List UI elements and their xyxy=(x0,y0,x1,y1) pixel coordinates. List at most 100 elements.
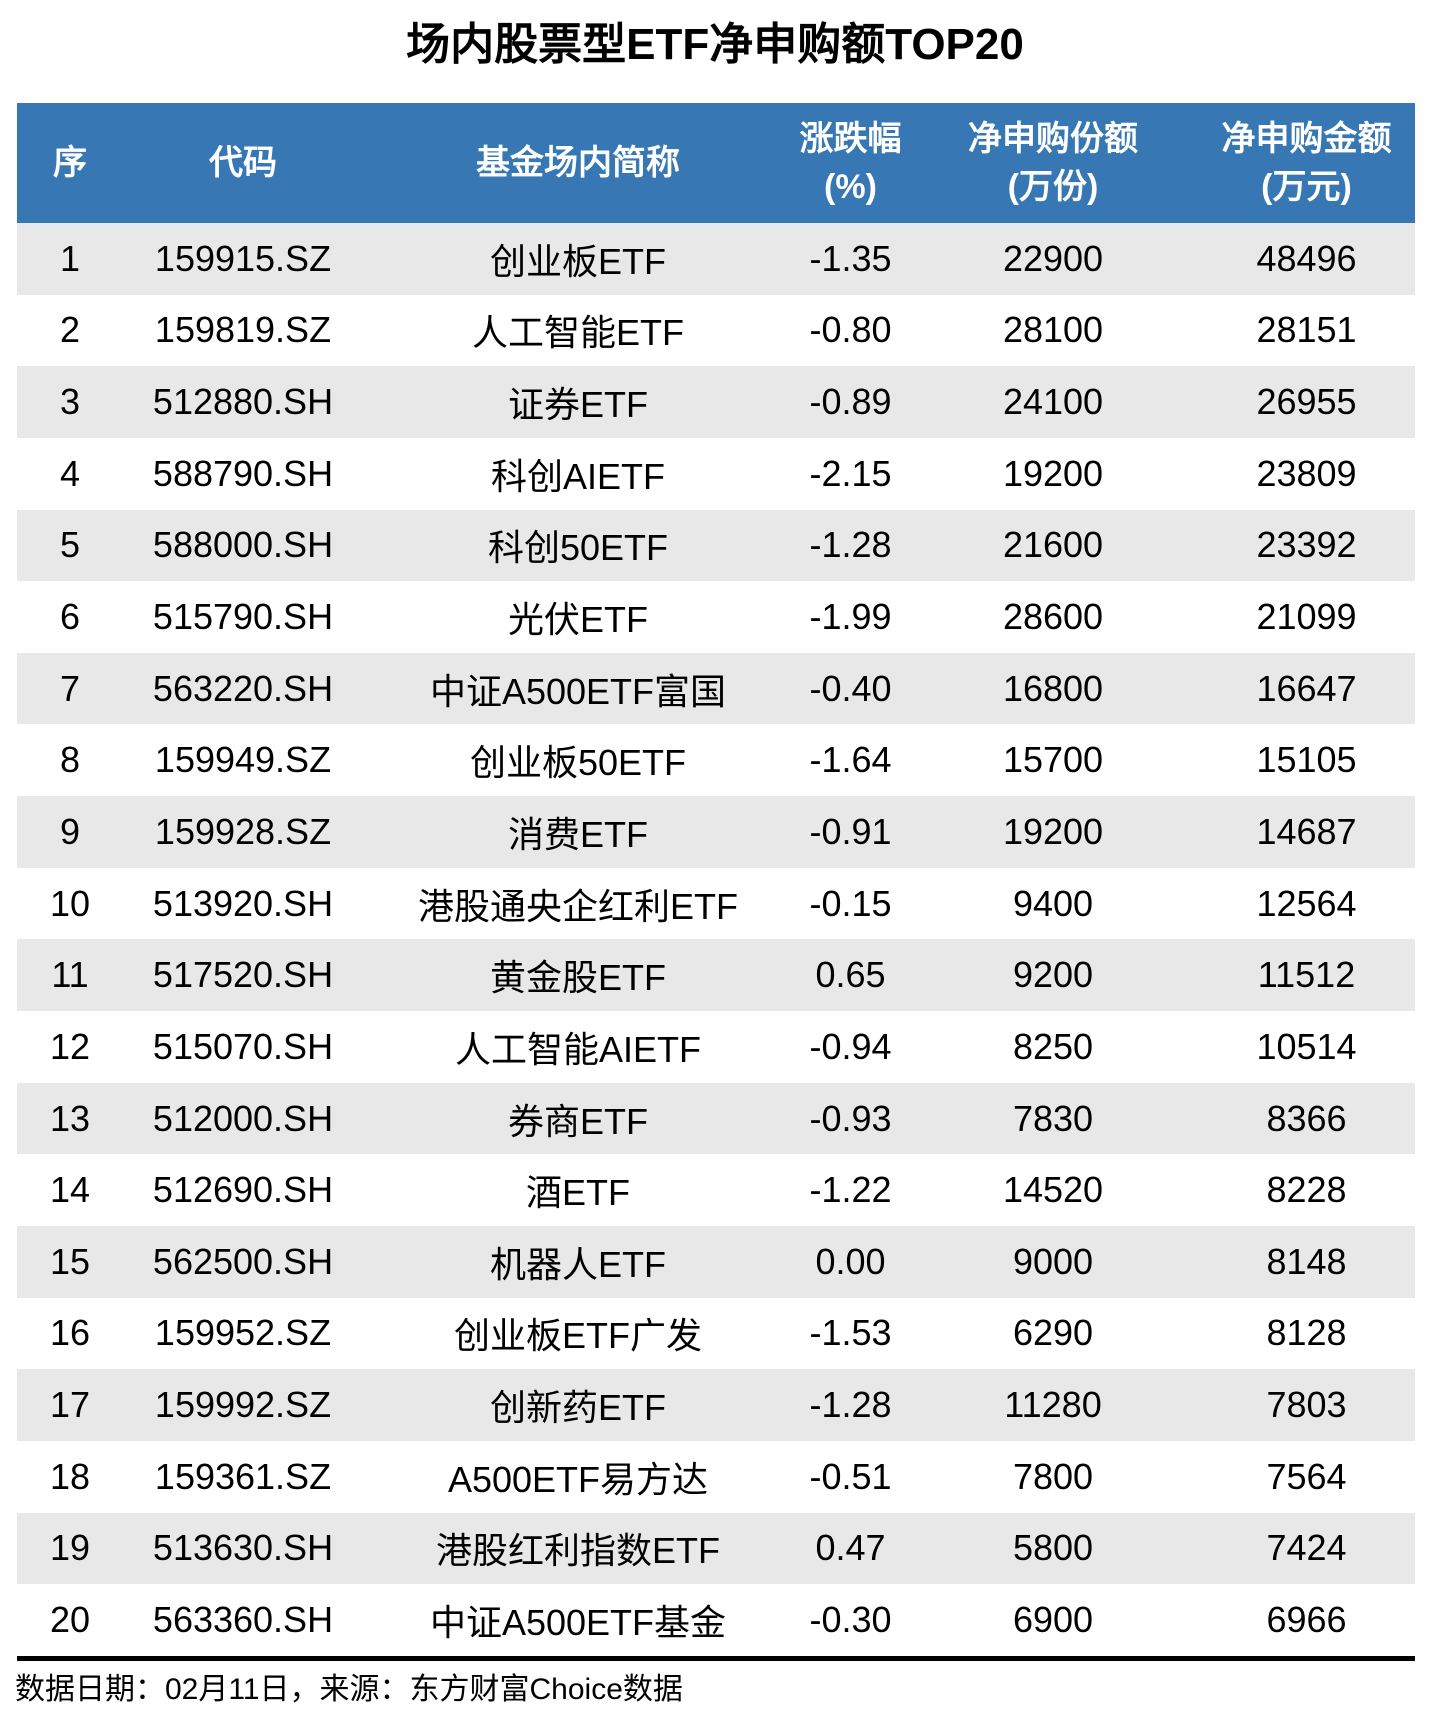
cell-name: 机器人ETF xyxy=(490,1243,666,1285)
cell-rank: 16 xyxy=(49,1312,91,1354)
cell-rank: 13 xyxy=(49,1097,91,1139)
column-header-change: 涨跌幅 (%) xyxy=(793,103,908,223)
table-row: 8 159949.SZ 创业板50ETF -1.64 15700 15105 xyxy=(17,724,1415,797)
cell-amount: 15105 xyxy=(1256,739,1357,781)
cell-rank: 5 xyxy=(59,524,81,566)
table-row: 14 512690.SH 酒ETF -1.22 14520 8228 xyxy=(17,1154,1415,1226)
cell-shares: 14520 xyxy=(1002,1169,1104,1211)
table-row: 6 515790.SH 光伏ETF -1.99 28600 21099 xyxy=(17,581,1415,653)
cell-code: 512690.SH xyxy=(152,1169,334,1211)
cell-change: -0.89 xyxy=(809,381,892,423)
cell-shares: 15700 xyxy=(1002,739,1104,781)
page-title: 场内股票型ETF净申购额TOP20 xyxy=(406,20,1024,69)
cell-code: 159949.SZ xyxy=(154,739,332,781)
table-row: 3 512880.SH 证券ETF -0.89 24100 26955 xyxy=(17,366,1415,438)
cell-rank: 1 xyxy=(59,237,81,279)
table-row: 16 159952.SZ 创业板ETF广发 -1.53 6290 8128 xyxy=(17,1297,1415,1370)
cell-name: 创业板ETF广发 xyxy=(454,1315,702,1357)
cell-amount: 48496 xyxy=(1256,237,1357,279)
cell-name: 黄金股ETF xyxy=(490,957,666,999)
cell-code: 563220.SH xyxy=(152,667,334,709)
cell-code: 588000.SH xyxy=(152,524,334,566)
cell-amount: 11512 xyxy=(1257,954,1356,996)
cell-name: 科创50ETF xyxy=(487,527,669,569)
cell-amount: 7564 xyxy=(1266,1455,1347,1497)
data-source-note: 数据日期：02月11日，来源：东方财富Choice数据 xyxy=(15,1673,683,1706)
cell-change: -1.35 xyxy=(809,237,892,279)
cell-code: 515790.SH xyxy=(152,596,334,638)
table-row: 7 563220.SH 中证A500ETF富国 -0.40 16800 16647 xyxy=(17,652,1415,725)
cell-amount: 16647 xyxy=(1256,667,1357,709)
cell-amount: 8148 xyxy=(1266,1240,1347,1282)
cell-change: -0.51 xyxy=(809,1455,892,1497)
cell-code: 159915.SZ xyxy=(154,237,332,279)
cell-name: 港股通央企红利ETF xyxy=(418,885,738,927)
cell-name: 中证A500ETF富国 xyxy=(429,670,727,712)
cell-change: -1.64 xyxy=(809,739,892,781)
cell-change: -2.15 xyxy=(809,452,892,494)
column-header-label: 代码 xyxy=(209,144,277,182)
cell-amount: 10514 xyxy=(1256,1025,1357,1067)
cell-code: 159361.SZ xyxy=(154,1455,332,1497)
cell-rank: 12 xyxy=(49,1025,91,1067)
cell-change: -0.40 xyxy=(809,667,892,709)
cell-shares: 11280 xyxy=(1004,1384,1102,1426)
cell-code: 512880.SH xyxy=(152,381,334,423)
cell-code: 159819.SZ xyxy=(154,309,332,351)
cell-amount: 8128 xyxy=(1266,1312,1347,1354)
cell-rank: 3 xyxy=(59,381,81,423)
cell-change: -0.80 xyxy=(809,309,892,351)
cell-shares: 7800 xyxy=(1012,1455,1094,1497)
column-header-unit: (万元) xyxy=(1261,168,1352,206)
cell-rank: 7 xyxy=(59,667,81,709)
table-row: 2 159819.SZ 人工智能ETF -0.80 28100 28151 xyxy=(17,294,1415,367)
column-header-shares: 净申购份额 (万份) xyxy=(908,103,1198,223)
cell-name: 港股红利指数ETF xyxy=(436,1530,720,1572)
cell-code: 588790.SH xyxy=(152,452,334,494)
cell-shares: 22900 xyxy=(1002,237,1104,279)
table-row: 13 512000.SH 券商ETF -0.93 7830 8366 xyxy=(17,1082,1415,1155)
cell-shares: 5800 xyxy=(1012,1527,1094,1569)
cell-shares: 9200 xyxy=(1012,954,1094,996)
column-header-unit: (%) xyxy=(824,168,877,206)
cell-rank: 11 xyxy=(51,954,89,996)
cell-change: -1.28 xyxy=(809,524,892,566)
cell-code: 562500.SH xyxy=(152,1240,334,1282)
cell-change: -1.22 xyxy=(809,1169,892,1211)
cell-shares: 9400 xyxy=(1012,882,1094,924)
column-header-name: 基金场内简称 xyxy=(363,103,793,223)
cell-rank: 14 xyxy=(49,1169,91,1211)
table-row: 4 588790.SH 科创AIETF -2.15 19200 23809 xyxy=(17,437,1415,510)
cell-rank: 18 xyxy=(49,1455,91,1497)
cell-rank: 17 xyxy=(49,1384,91,1426)
cell-rank: 6 xyxy=(59,596,81,638)
cell-code: 512000.SH xyxy=(152,1097,334,1139)
cell-shares: 28600 xyxy=(1002,596,1104,638)
cell-change: -1.28 xyxy=(809,1384,892,1426)
cell-name: 证券ETF xyxy=(508,384,648,426)
table-row: 18 159361.SZ A500ETF易方达 -0.51 7800 7564 xyxy=(17,1440,1415,1513)
cell-change: -0.93 xyxy=(809,1097,892,1139)
cell-change: 0.65 xyxy=(815,954,886,996)
cell-rank: 4 xyxy=(59,452,81,494)
cell-change: -0.15 xyxy=(809,882,892,924)
cell-name: 酒ETF xyxy=(526,1172,630,1214)
cell-shares: 6900 xyxy=(1012,1598,1094,1640)
cell-name: 券商ETF xyxy=(508,1100,648,1142)
cell-amount: 7803 xyxy=(1266,1384,1347,1426)
cell-shares: 19200 xyxy=(1002,452,1104,494)
table-row: 15 562500.SH 机器人ETF 0.00 9000 8148 xyxy=(17,1225,1415,1298)
cell-name: 人工智能AIETF xyxy=(454,1028,701,1070)
cell-amount: 8366 xyxy=(1266,1097,1347,1139)
table-row: 17 159992.SZ 创新药ETF -1.28 11280 7803 xyxy=(17,1369,1415,1441)
cell-code: 517520.SH xyxy=(152,954,334,996)
cell-code: 513920.SH xyxy=(152,882,334,924)
cell-rank: 15 xyxy=(49,1240,91,1282)
table-row: 11 517520.SH 黄金股ETF 0.65 9200 11512 xyxy=(17,939,1415,1012)
cell-code: 515070.SH xyxy=(152,1025,334,1067)
cell-shares: 24100 xyxy=(1002,381,1104,423)
cell-shares: 28100 xyxy=(1002,309,1104,351)
cell-name: A500ETF易方达 xyxy=(447,1458,709,1500)
cell-amount: 23809 xyxy=(1256,452,1357,494)
